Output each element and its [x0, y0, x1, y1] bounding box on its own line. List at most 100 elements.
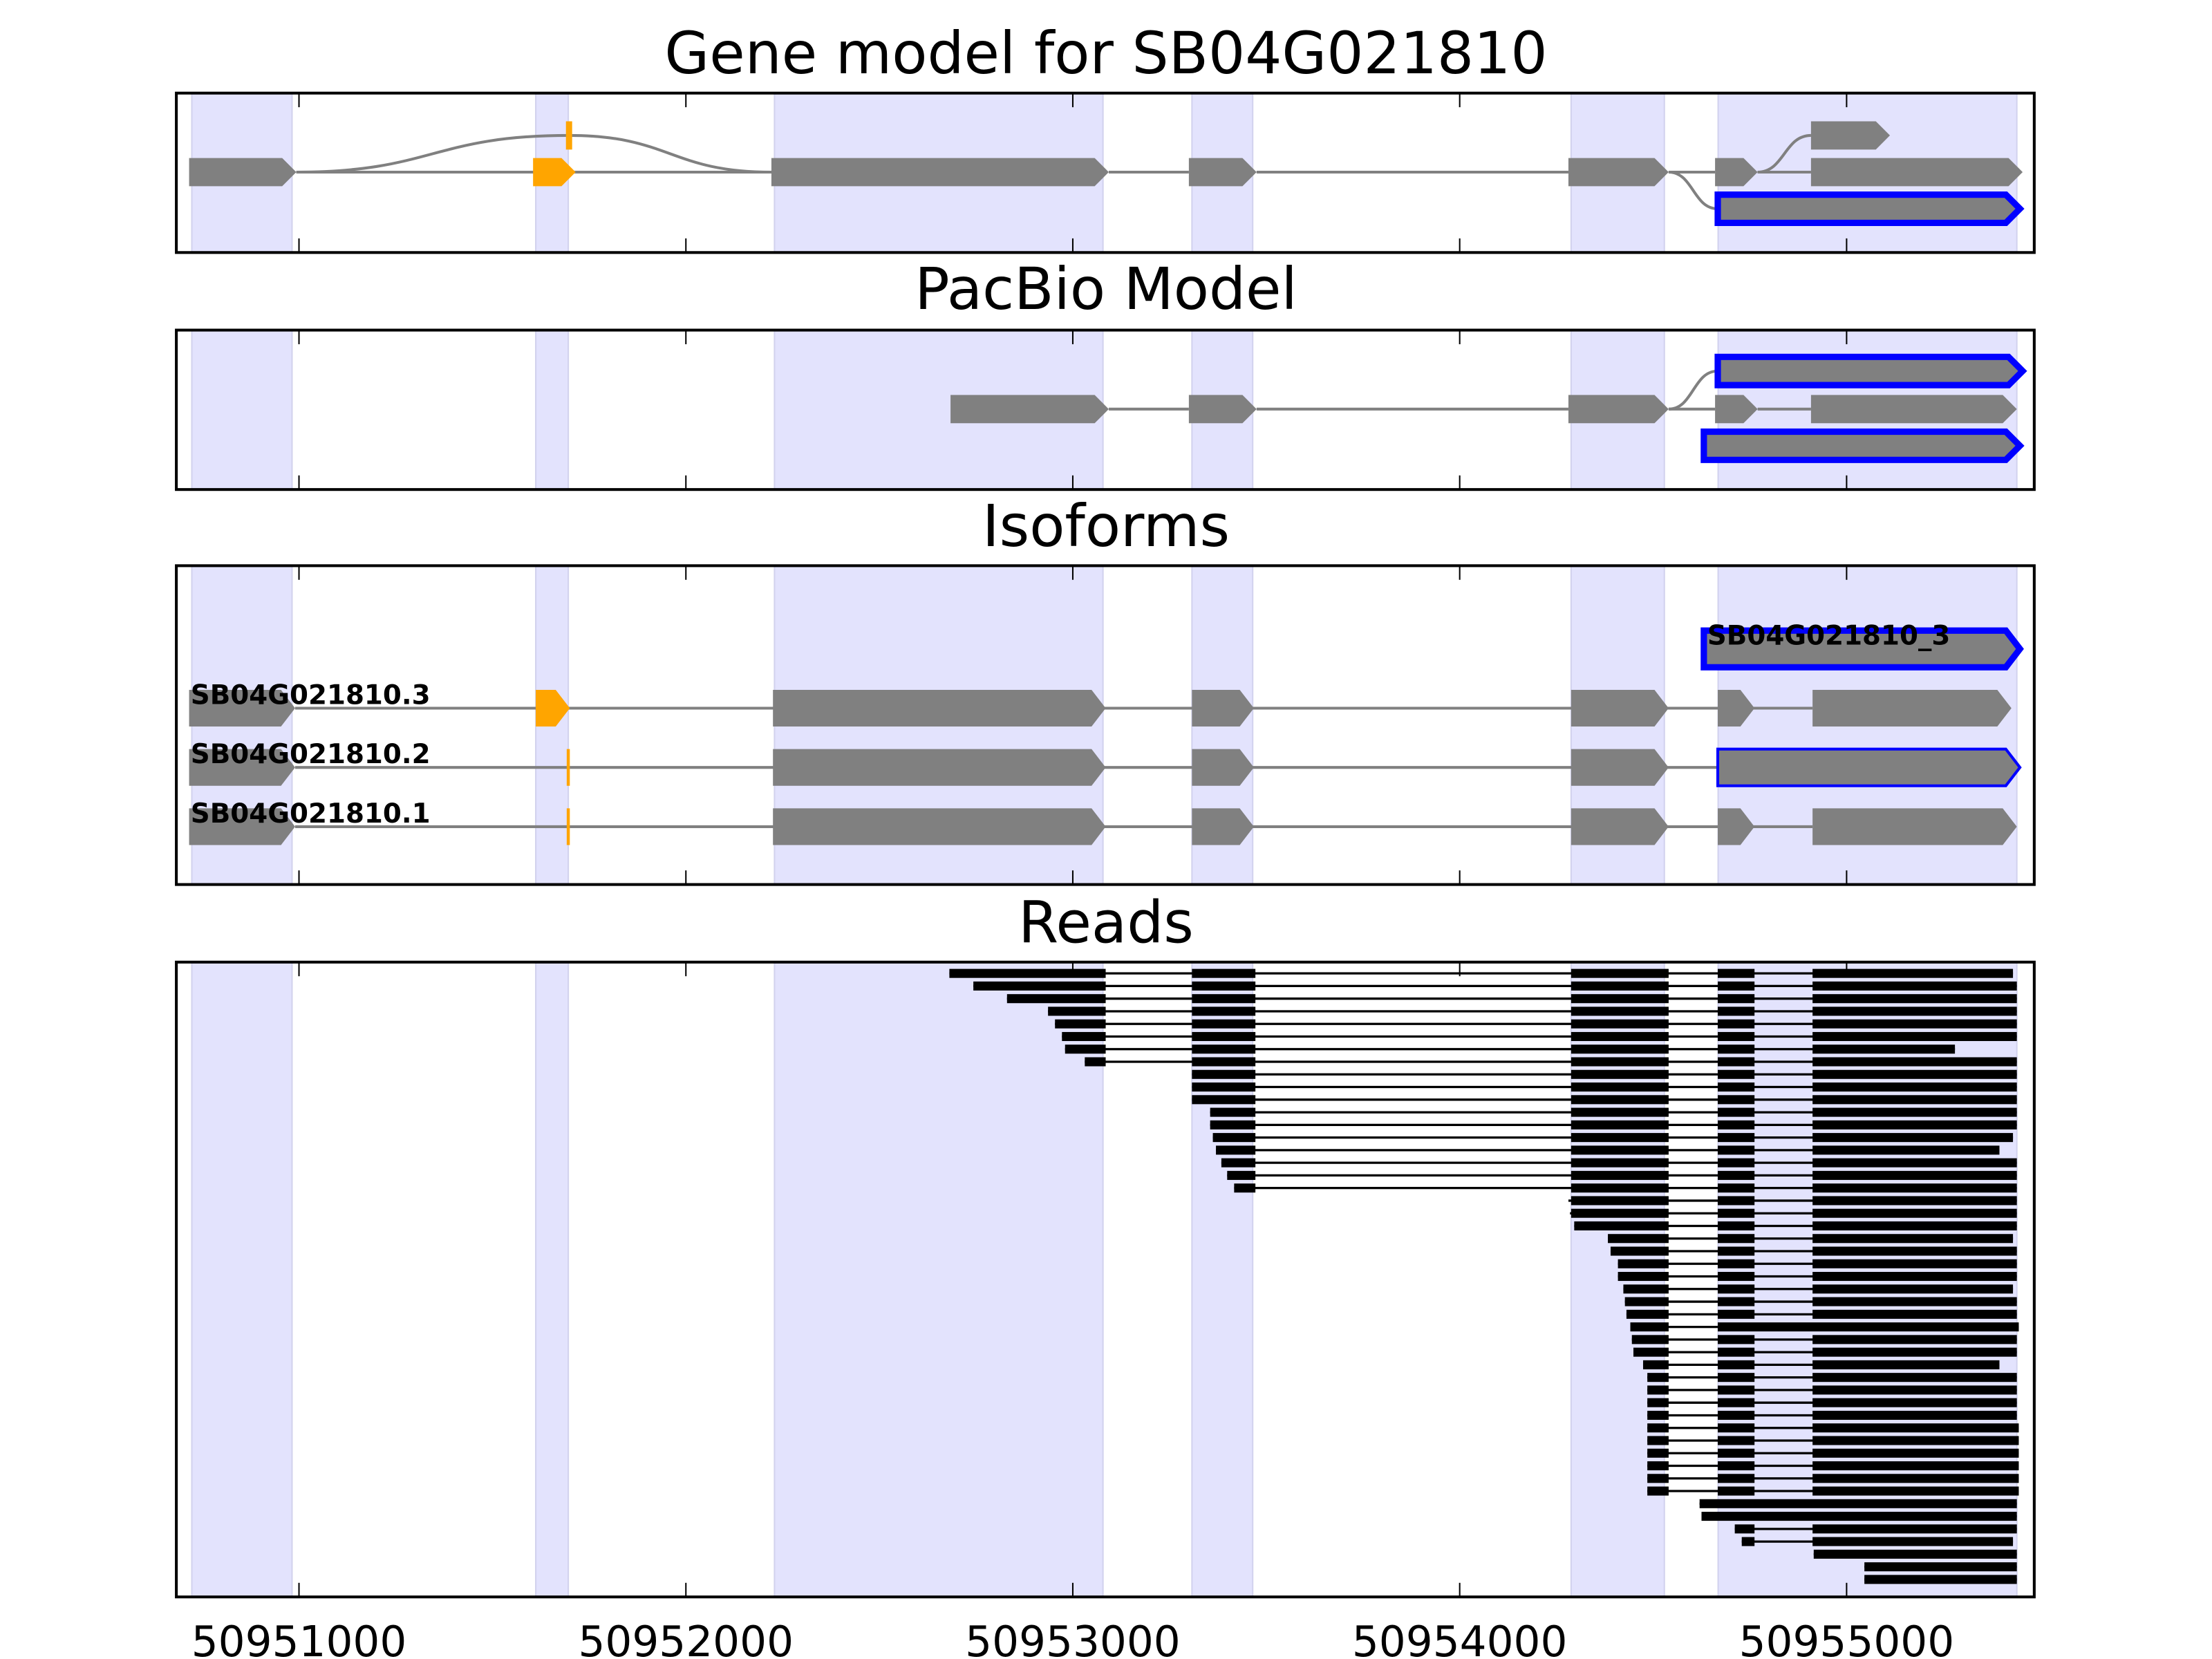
read: [1062, 1031, 2017, 1042]
x-tick-label: 50952000: [578, 1618, 794, 1659]
read-block: [1192, 968, 1256, 978]
read: [1647, 1385, 2017, 1395]
read-block: [1718, 1057, 1755, 1067]
read-block: [1734, 1524, 1755, 1534]
read-block: [1623, 1284, 1669, 1294]
read-block: [1571, 994, 1669, 1004]
read-block: [1812, 1221, 2017, 1230]
exon: [1810, 158, 2023, 187]
read: [1864, 1575, 2017, 1584]
read: [1570, 1208, 2017, 1218]
panel-gene-model: [175, 91, 2036, 254]
panel-title-gene-model: Gene model for SB04G021810: [664, 19, 1547, 87]
read-block: [1812, 1208, 2017, 1218]
read: [1610, 1246, 2017, 1256]
read-block: [1633, 1347, 1669, 1357]
read: [1647, 1398, 2017, 1407]
read-block: [1812, 1133, 2014, 1143]
read-block: [1065, 1044, 1106, 1054]
read-block: [1718, 1183, 1755, 1193]
read-block: [1571, 1120, 1669, 1130]
alternative-exon: [566, 749, 570, 786]
read: [1192, 1069, 2017, 1079]
read: [1624, 1297, 2017, 1306]
exon: [189, 808, 295, 845]
read-block: [1718, 1322, 2019, 1332]
read-block: [1571, 1208, 1669, 1218]
read-block: [1813, 1549, 2017, 1559]
read: [1618, 1272, 2017, 1282]
read-block: [1192, 1006, 1256, 1016]
exon: [773, 689, 1106, 727]
read-block: [1812, 994, 2017, 1004]
read-block: [1610, 1246, 1669, 1256]
read-block: [1718, 1107, 1755, 1117]
exon: [1812, 689, 2012, 727]
alternative-exon: [566, 808, 570, 845]
read-block: [1192, 1095, 1256, 1105]
shaded-exon-region: [1191, 961, 1254, 1598]
read-block: [1812, 1410, 2017, 1420]
read-block: [1718, 1272, 1755, 1282]
panel-pacbio-model: [175, 328, 2036, 491]
read-block: [1718, 1423, 1755, 1433]
exon: [1568, 158, 1669, 187]
read-block: [1055, 1019, 1106, 1029]
read-block: [1718, 1398, 1755, 1407]
panel-frame: [175, 564, 2036, 886]
read-block: [1216, 1145, 1256, 1155]
intron-junction: [1668, 369, 1718, 411]
read: [1647, 1448, 2019, 1458]
read-block: [1718, 968, 1755, 978]
intron-junction: [1668, 170, 1718, 211]
alternative-exon: [533, 158, 576, 187]
shaded-exon-region: [774, 961, 1104, 1598]
read-block: [1812, 1095, 2017, 1105]
read: [1647, 1436, 2019, 1445]
read-block: [1718, 1170, 1755, 1180]
read-block: [1718, 1373, 1755, 1382]
read-block: [1812, 1486, 2019, 1496]
read-block: [1718, 1208, 1755, 1218]
read-block: [1718, 1309, 1755, 1319]
read-block: [1718, 1448, 1755, 1458]
read-block: [1647, 1486, 1669, 1496]
read-block: [1812, 1183, 2017, 1193]
read-block: [1571, 1069, 1669, 1079]
read-block: [1571, 1031, 1669, 1042]
read-block: [1647, 1385, 1669, 1395]
exon: [1718, 808, 1755, 845]
intron-junction: [569, 133, 771, 174]
exon: [773, 749, 1106, 786]
read-block: [1718, 1410, 1755, 1420]
read-block: [1718, 1360, 1755, 1369]
read-block: [1812, 1120, 2017, 1130]
read-block: [1718, 1095, 1755, 1105]
read: [1618, 1259, 2017, 1268]
read-block: [1647, 1373, 1669, 1382]
read-block: [1571, 1082, 1669, 1092]
exon: [1810, 121, 1891, 150]
read-block: [1812, 1044, 1956, 1054]
read-block: [1085, 1057, 1106, 1067]
exon: [1192, 689, 1254, 727]
read-block: [1812, 1031, 2017, 1042]
read-block: [1210, 1120, 1256, 1130]
read-block: [1006, 994, 1106, 1004]
read: [1006, 994, 2017, 1004]
read-block: [1718, 1133, 1755, 1143]
shaded-exon-region: [535, 961, 570, 1598]
read: [1813, 1549, 2017, 1559]
read-block: [1647, 1410, 1669, 1420]
read-block: [1699, 1499, 2017, 1508]
read-block: [1812, 1309, 2017, 1319]
read: [1631, 1335, 2017, 1344]
read-block: [973, 981, 1106, 991]
x-tick-label: 50954000: [1352, 1618, 1568, 1659]
read-block: [1192, 1082, 1256, 1092]
read-block: [1812, 1461, 2019, 1471]
read-block: [1812, 1398, 2017, 1407]
read-block: [1647, 1423, 1669, 1433]
read: [1630, 1322, 2019, 1332]
